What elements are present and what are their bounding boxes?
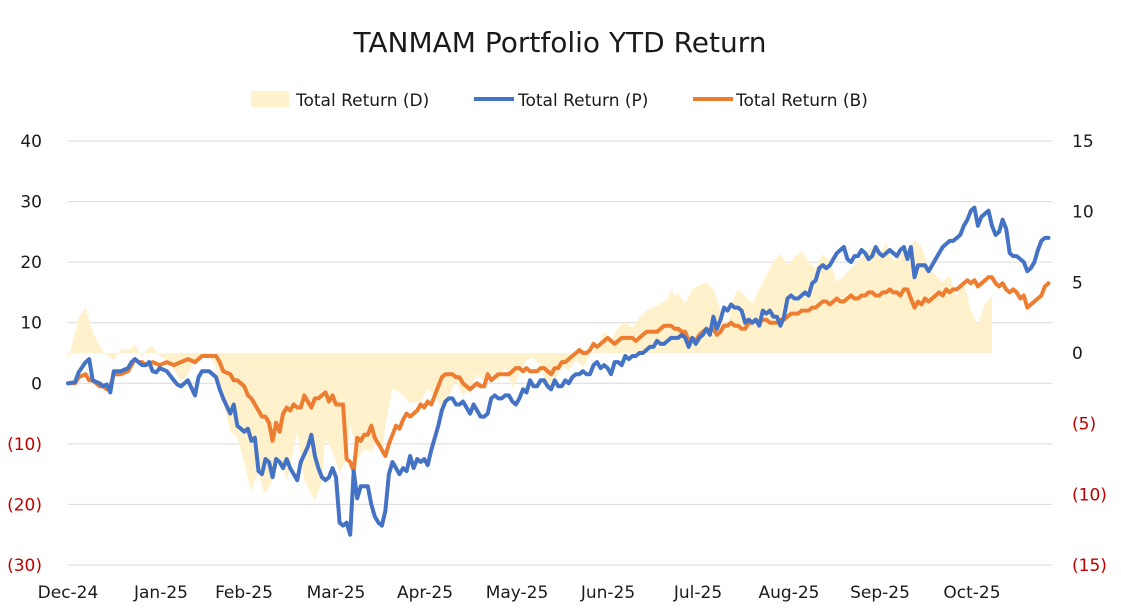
x-axis: Dec-24 Jan-25 Feb-25 Mar-25 Apr-25 May-25 Jun-… [38,583,1001,603]
x-tick-label: Feb-25 [215,583,273,603]
x-tick-label: Aug-25 [759,583,820,603]
x-tick-label: May-25 [486,583,549,603]
right-tick-label: 5 [1072,273,1083,293]
legend-item-b[interactable]: Total Return (B) [693,91,868,111]
right-tick-label: 0 [1072,344,1083,364]
legend-item-p[interactable]: Total Return (P) [474,91,648,111]
x-tick-label: Oct-25 [943,583,1000,603]
right-axis: 15 10 5 0 (5) (10) (15) [1072,132,1107,576]
line-layer [66,205,1051,537]
left-tick-label: 40 [20,132,42,152]
left-tick-label: 30 [20,193,42,213]
x-tick-label: Jul-25 [673,583,722,603]
left-tick-label: 20 [20,253,42,273]
chart-title: TANMAM Portfolio YTD Return [352,26,766,59]
left-tick-label: (20) [7,495,42,515]
line-series-b [66,275,1051,474]
right-tick-label: 15 [1072,132,1094,152]
legend-label-b: Total Return (B) [735,91,868,111]
right-tick-label: 10 [1072,203,1094,223]
x-tick-label: Mar-25 [307,583,366,603]
area-series-d [68,239,992,502]
left-tick-label: (30) [7,556,42,576]
x-tick-label: Jan-25 [133,583,188,603]
left-axis: 40 30 20 10 0 (10) (20) (30) [7,132,42,576]
x-tick-label: Apr-25 [397,583,453,603]
x-tick-label: Sep-25 [850,583,910,603]
left-tick-label: (10) [7,435,42,455]
left-tick-label: 0 [31,374,42,394]
left-tick-label: 10 [20,314,42,334]
legend: Total Return (D) Total Return (P) Total … [251,91,868,111]
right-tick-label: (10) [1072,485,1107,505]
legend-label-d: Total Return (D) [295,91,429,111]
area-layer [68,239,992,502]
line-series-p [66,205,1051,537]
legend-swatch-d [251,91,289,107]
x-tick-label: Dec-24 [38,583,99,603]
legend-label-p: Total Return (P) [517,91,648,111]
x-tick-label: Jun-25 [580,583,635,603]
legend-item-d[interactable]: Total Return (D) [251,91,429,111]
right-tick-label: (15) [1072,556,1107,576]
right-tick-label: (5) [1072,415,1096,435]
